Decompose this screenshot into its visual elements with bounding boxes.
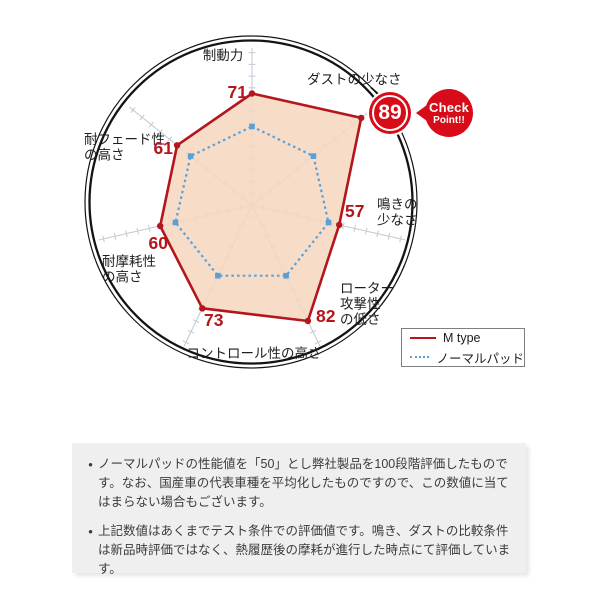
radar-tick — [130, 107, 136, 114]
radar-tick — [148, 121, 154, 128]
normal-pad-vertex-dot — [310, 153, 317, 159]
chart-legend: M type ノーマルパッド — [401, 328, 525, 367]
radar-tick — [192, 319, 200, 324]
footnote-item: • 上記数値はあくまでテスト条件での評価値です。鳴き、ダストの比較条件は新品時評… — [83, 522, 513, 579]
normal-pad-vertex-dot — [215, 272, 221, 279]
value-label-6: 61 — [154, 138, 174, 158]
legend-item-mtype: M type — [410, 330, 524, 346]
axis-label-6: 耐フェード性の高さ — [84, 132, 165, 163]
radar-tick — [376, 230, 379, 238]
axis-label-2: 鳴きの少なさ — [377, 197, 418, 228]
check-point-line2: Point!! — [433, 114, 465, 126]
value-label-2: 57 — [345, 201, 364, 221]
footnote-text-1: ノーマルパッドの性能値を「50」とし弊社製品を100段階評価したものです。なお、… — [98, 457, 509, 509]
check-point-line1: Check — [428, 99, 470, 115]
value-label-3: 82 — [316, 306, 336, 326]
axis-label-0: 制動力 — [203, 48, 244, 63]
solid-line-swatch-icon — [410, 337, 436, 339]
radar-tick — [342, 222, 345, 230]
axis-label-1: ダストの少なさ — [307, 72, 402, 87]
radar-tick — [309, 329, 317, 334]
mtype-area — [160, 93, 362, 321]
normal-pad-vertex-dot — [249, 123, 255, 130]
radar-tick — [125, 230, 128, 238]
radar-tick — [187, 329, 195, 334]
radar-tick — [166, 136, 173, 143]
radar-tick — [353, 224, 357, 232]
outer-ring-thin — [84, 35, 418, 369]
radar-tick — [182, 340, 190, 345]
value-label-4: 73 — [204, 310, 224, 330]
radar-tick — [136, 227, 140, 235]
radar-tick — [364, 227, 368, 235]
mtype-vertex-dot — [358, 114, 365, 122]
footnote-item: • ノーマルパッドの性能値を「50」とし弊社製品を100段階評価したものです。な… — [83, 455, 513, 512]
mtype-polygon — [158, 92, 363, 323]
footnote-text-2: 上記数値はあくまでテスト条件での評価値です。鳴き、ダストの比較条件は新品時評価で… — [98, 524, 511, 576]
dotted-line-swatch-icon — [410, 356, 430, 358]
radar-tick — [399, 235, 402, 243]
radar-tick — [157, 128, 163, 135]
normal-pad-vertex-dot — [283, 272, 289, 279]
legend-item-normal-pad: ノーマルパッド — [410, 349, 524, 366]
bullet-icon: • — [88, 524, 93, 539]
dust-score-badge: 89 — [369, 92, 411, 134]
mtype-vertex-dot — [336, 221, 343, 229]
value-label-0: 71 — [228, 82, 248, 102]
bullet-icon: • — [88, 457, 93, 472]
radar-tick — [387, 232, 391, 240]
outer-ring-thick — [88, 39, 414, 365]
check-point-badge: Check Point!! — [425, 89, 473, 137]
normal-pad-vertex-dot — [187, 153, 194, 159]
radar-tick — [314, 340, 322, 345]
legend-label-mtype: M type — [443, 331, 481, 345]
mtype-vertex-dot — [248, 90, 256, 97]
radar-tick — [147, 224, 151, 232]
mtype-vertex-dot — [199, 305, 206, 312]
axis-label-4: コントロール性の高さ — [187, 345, 322, 361]
radar-tick — [139, 114, 145, 121]
normal-pad-vertex-dot — [325, 219, 332, 226]
callout-arrow-icon — [416, 105, 427, 121]
mtype-vertex-dot — [173, 142, 181, 149]
footnotes-panel: • ノーマルパッドの性能値を「50」とし弊社製品を100段階評価したものです。な… — [72, 443, 526, 576]
value-label-5: 60 — [149, 233, 169, 253]
axis-label-5: 耐摩耗性の高さ — [102, 253, 156, 285]
normal-pad-vertex-dot — [172, 219, 179, 226]
axis-label-3: ローター攻撃性の低さ — [340, 281, 394, 327]
radar-tick — [113, 232, 117, 240]
mtype-vertex-dot — [304, 317, 312, 325]
mtype-vertex-dot — [157, 222, 164, 230]
legend-label-normal-pad: ノーマルパッド — [436, 351, 524, 366]
radar-tick — [102, 235, 105, 243]
